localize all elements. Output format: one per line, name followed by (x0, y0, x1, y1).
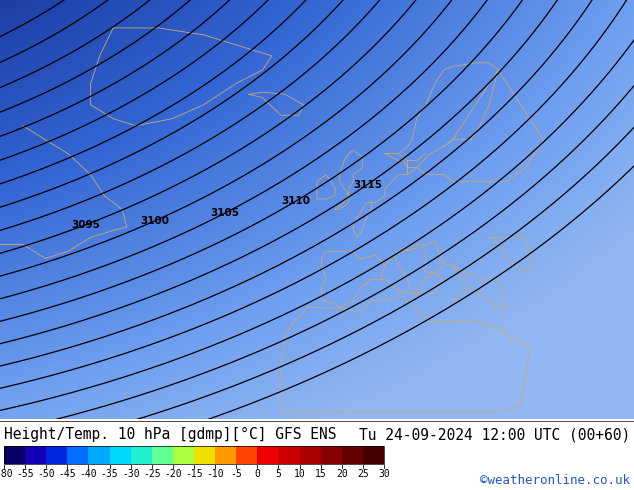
Text: -50: -50 (37, 468, 55, 479)
Bar (236, 446, 257, 464)
Bar (89, 446, 110, 464)
Text: -30: -30 (122, 468, 139, 479)
Text: ©weatheronline.co.uk: ©weatheronline.co.uk (480, 474, 630, 487)
Bar (152, 446, 173, 464)
Bar (173, 446, 194, 464)
Text: -80: -80 (0, 468, 13, 479)
Text: 3100: 3100 (140, 216, 169, 226)
Bar (25, 446, 46, 464)
Bar (67, 446, 89, 464)
Bar (278, 446, 299, 464)
Text: Height/Temp. 10 hPa [gdmp][°C] GFS ENS: Height/Temp. 10 hPa [gdmp][°C] GFS ENS (4, 427, 337, 442)
Text: -55: -55 (16, 468, 34, 479)
Bar (4, 446, 384, 464)
Text: 30: 30 (378, 468, 390, 479)
Text: 3095: 3095 (71, 220, 100, 230)
Bar (257, 446, 278, 464)
Text: -25: -25 (143, 468, 160, 479)
Bar (4, 446, 25, 464)
Bar (342, 446, 363, 464)
Text: 0: 0 (254, 468, 261, 479)
Text: -35: -35 (101, 468, 119, 479)
Bar (131, 446, 152, 464)
Bar (321, 446, 342, 464)
Bar (299, 446, 321, 464)
Text: -5: -5 (230, 468, 242, 479)
Text: 3110: 3110 (281, 196, 311, 206)
Text: -45: -45 (58, 468, 76, 479)
Text: -15: -15 (185, 468, 203, 479)
Text: -10: -10 (206, 468, 224, 479)
Text: 3105: 3105 (210, 208, 240, 218)
Bar (110, 446, 131, 464)
Text: 20: 20 (336, 468, 347, 479)
Text: -20: -20 (164, 468, 182, 479)
Text: 25: 25 (357, 468, 369, 479)
Text: 10: 10 (294, 468, 306, 479)
Text: Tu 24-09-2024 12:00 UTC (00+60): Tu 24-09-2024 12:00 UTC (00+60) (359, 427, 630, 442)
Text: 5: 5 (276, 468, 281, 479)
Bar (46, 446, 67, 464)
Text: 3115: 3115 (353, 180, 382, 190)
Text: 15: 15 (315, 468, 327, 479)
Bar (363, 446, 384, 464)
Bar (194, 446, 215, 464)
Bar (215, 446, 236, 464)
Text: -40: -40 (80, 468, 97, 479)
